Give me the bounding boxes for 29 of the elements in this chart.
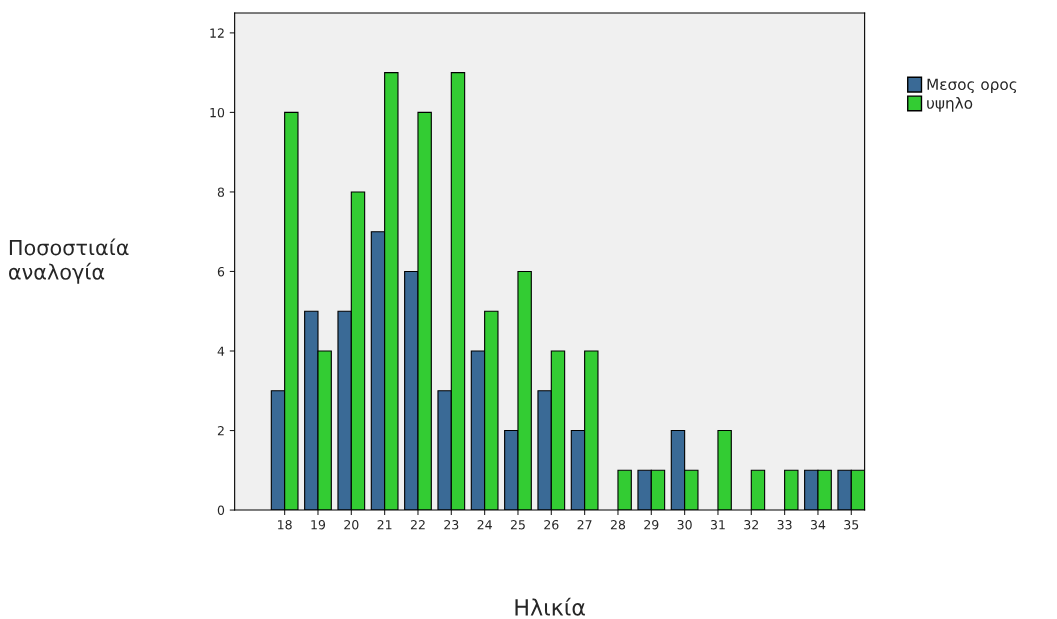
x-tick-label: 22	[410, 520, 425, 530]
y-tick-label: 12	[210, 28, 224, 38]
x-tick-label: 30	[677, 520, 692, 530]
y-tick-label: 2	[217, 426, 224, 436]
x-tick-label: 24	[477, 520, 492, 530]
x-tick-label: 21	[377, 520, 392, 530]
y-tick-label: 10	[210, 107, 225, 118]
x-tick-label: 33	[777, 520, 792, 530]
x-tick-label: 28	[610, 520, 626, 530]
y-tick-label: 8	[217, 187, 225, 197]
x-tick-label: 35	[844, 520, 859, 530]
y-tick-label: 4	[217, 346, 225, 356]
x-tick-label: 26	[544, 520, 559, 530]
legend-label: Μεσος ορος	[927, 78, 1017, 94]
y-tick-label: 0	[217, 505, 225, 515]
y-axis-title: Ποσοστιαία αναλογία	[9, 238, 129, 284]
x-axis-title: Ηλικία	[515, 597, 585, 616]
x-tick-label: 27	[577, 520, 592, 530]
x-tick-label: 18	[278, 520, 292, 530]
x-tick-label: 29	[644, 520, 659, 530]
x-tick-label: 20	[344, 520, 359, 530]
x-tick-label: 19	[311, 520, 326, 530]
x-tick-label: 23	[444, 520, 459, 530]
x-tick-label: 31	[710, 520, 725, 530]
x-tick-label: 25	[510, 520, 525, 530]
x-tick-label: 32	[744, 520, 758, 530]
y-tick-label: 6	[217, 266, 225, 277]
legend-label: υψηλο	[927, 97, 973, 112]
x-tick-label: 34	[810, 520, 826, 530]
